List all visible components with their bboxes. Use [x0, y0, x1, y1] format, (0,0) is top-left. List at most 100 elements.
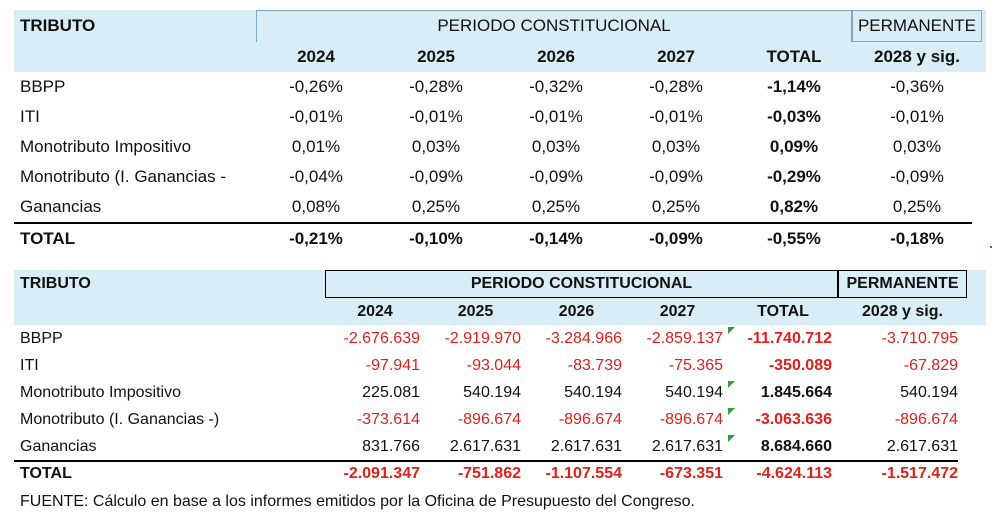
row-label: ITI: [20, 107, 40, 126]
amounts-table: TRIBUTO PERIODO CONSTITUCIONAL PERMANENT…: [14, 270, 986, 488]
year-header: 2027: [657, 47, 695, 66]
value-cell: -0,09%: [649, 167, 703, 186]
total-label: TOTAL: [20, 465, 72, 482]
year-header: 2026: [537, 47, 575, 66]
error-indicator-icon: [728, 327, 735, 334]
value-cell: -2.919.970: [444, 329, 521, 347]
row-label: BBPP: [20, 77, 66, 96]
error-indicator-icon: [728, 408, 735, 415]
value-cell: 0,25%: [411, 197, 461, 216]
value-cell: -75.365: [668, 356, 723, 374]
table-row: BBPP -0,26% -0,28% -0,32% -0,28% -1,14% …: [14, 72, 986, 102]
row-label: Ganancias: [20, 197, 102, 216]
value-cell: 0,03%: [411, 137, 461, 156]
total-cell: -0,29%: [767, 167, 821, 186]
row-label: Ganancias: [20, 437, 97, 455]
value-cell: -0,28%: [649, 77, 703, 96]
value-cell: -0,01%: [529, 107, 583, 126]
tributo-header: TRIBUTO: [20, 16, 96, 35]
table-row: Monotributo Impositivo 225.081 540.194 5…: [14, 379, 986, 406]
total-value: -0,09%: [649, 229, 703, 248]
value-cell: -3.284.966: [545, 329, 622, 347]
total-value: -751.862: [457, 465, 521, 482]
table-subheader-row: 2024 2025 2026 2027 TOTAL 2028 y sig.: [14, 298, 986, 325]
permanente-box: [852, 10, 982, 42]
value-cell: 540.194: [463, 383, 521, 401]
total-value: -0,14%: [529, 229, 583, 248]
value-cell: -0,01%: [289, 107, 343, 126]
permanent-cell: -896.674: [894, 410, 958, 428]
permanent-year-header: 2028 y sig.: [873, 47, 960, 66]
permanente-header: PERMANENTE: [846, 275, 959, 292]
table-row: Ganancias 0,08% 0,25% 0,25% 0,25% 0,82% …: [14, 192, 986, 222]
value-cell: 0,25%: [651, 197, 701, 216]
total-row: TOTAL -0,21% -0,10% -0,14% -0,09% -0,55%…: [14, 222, 986, 256]
total-value: -0,55%: [767, 229, 821, 248]
permanent-cell: -67.829: [903, 356, 958, 374]
value-cell: 0,08%: [291, 197, 341, 216]
total-cell: 1.845.664: [760, 383, 832, 401]
row-label: Monotributo (I. Ganancias -: [20, 167, 226, 186]
value-cell: 540.194: [564, 383, 622, 401]
row-label: Monotributo Impositivo: [20, 137, 192, 156]
table-row: ITI -97.941 -93.044 -83.739 -75.365 -350…: [14, 352, 986, 379]
value-cell: 0,25%: [531, 197, 581, 216]
year-header: 2027: [659, 302, 696, 320]
table-row: BBPP -2.676.639 -2.919.970 -3.284.966 -2…: [14, 325, 986, 352]
value-cell: -0,28%: [409, 77, 463, 96]
permanent-cell: 0,03%: [892, 137, 942, 156]
value-cell: -0,04%: [289, 167, 343, 186]
total-cell: -350.089: [768, 356, 832, 374]
total-row: TOTAL -2.091.347 -751.862 -1.107.554 -67…: [14, 460, 986, 488]
permanent-cell: -0,09%: [890, 167, 944, 186]
year-header: 2024: [297, 47, 335, 66]
permanent-cell: 540.194: [900, 383, 958, 401]
value-cell: -896.674: [558, 410, 622, 428]
total-cell: -0,03%: [767, 107, 821, 126]
total-value: -2.091.347: [343, 465, 420, 482]
tributo-header: TRIBUTO: [20, 275, 91, 292]
total-cell: 8.684.660: [760, 437, 832, 455]
year-header: 2024: [357, 302, 393, 320]
year-header: 2025: [417, 47, 455, 66]
total-header: TOTAL: [766, 47, 822, 66]
value-cell: 0,03%: [531, 137, 581, 156]
total-value: -1.107.554: [545, 465, 622, 482]
value-cell: 225.081: [362, 383, 420, 401]
value-cell: -93.044: [466, 356, 521, 374]
total-value: -1.517.472: [881, 465, 958, 482]
value-cell: 2.617.631: [651, 437, 723, 455]
total-value: -4.624.113: [756, 465, 832, 482]
value-cell: 831.766: [362, 437, 420, 455]
permanent-cell: -0,01%: [890, 107, 944, 126]
row-label: Monotributo (I. Ganancias -): [20, 410, 220, 428]
table-row: Monotributo Impositivo 0,01% 0,03% 0,03%…: [14, 132, 986, 162]
value-cell: -83.739: [567, 356, 622, 374]
total-rule: [14, 222, 972, 224]
value-cell: -896.674: [659, 410, 723, 428]
total-value: -673.351: [659, 465, 723, 482]
error-indicator-icon: [728, 381, 735, 388]
error-indicator-icon: [728, 435, 735, 442]
year-header: 2025: [457, 302, 494, 320]
table-row: ITI -0,01% -0,01% -0,01% -0,01% -0,03% -…: [14, 102, 986, 132]
total-cell: -1,14%: [767, 77, 821, 96]
value-cell: -0,01%: [409, 107, 463, 126]
value-cell: -0,09%: [409, 167, 463, 186]
value-cell: 0,03%: [651, 137, 701, 156]
value-cell: -0,09%: [529, 167, 583, 186]
periodo-header: PERIODO CONSTITUCIONAL: [437, 16, 671, 35]
total-value: -0,10%: [409, 229, 463, 248]
table-row: Monotributo (I. Ganancias - -0,04% -0,09…: [14, 162, 986, 192]
total-cell: -3.063.636: [755, 410, 832, 428]
total-label: TOTAL: [20, 229, 76, 248]
periodo-box: [325, 270, 838, 298]
value-cell: -0,32%: [529, 77, 583, 96]
permanent-cell: 2.617.631: [886, 437, 958, 455]
permanent-year-header: 2028 y sig.: [862, 302, 943, 320]
year-header: 2026: [558, 302, 595, 320]
row-label: ITI: [20, 356, 39, 374]
percentage-table: TRIBUTO PERIODO CONSTITUCIONAL PERMANENT…: [14, 10, 986, 256]
value-cell: 0,01%: [291, 137, 341, 156]
value-cell: -373.614: [356, 410, 420, 428]
